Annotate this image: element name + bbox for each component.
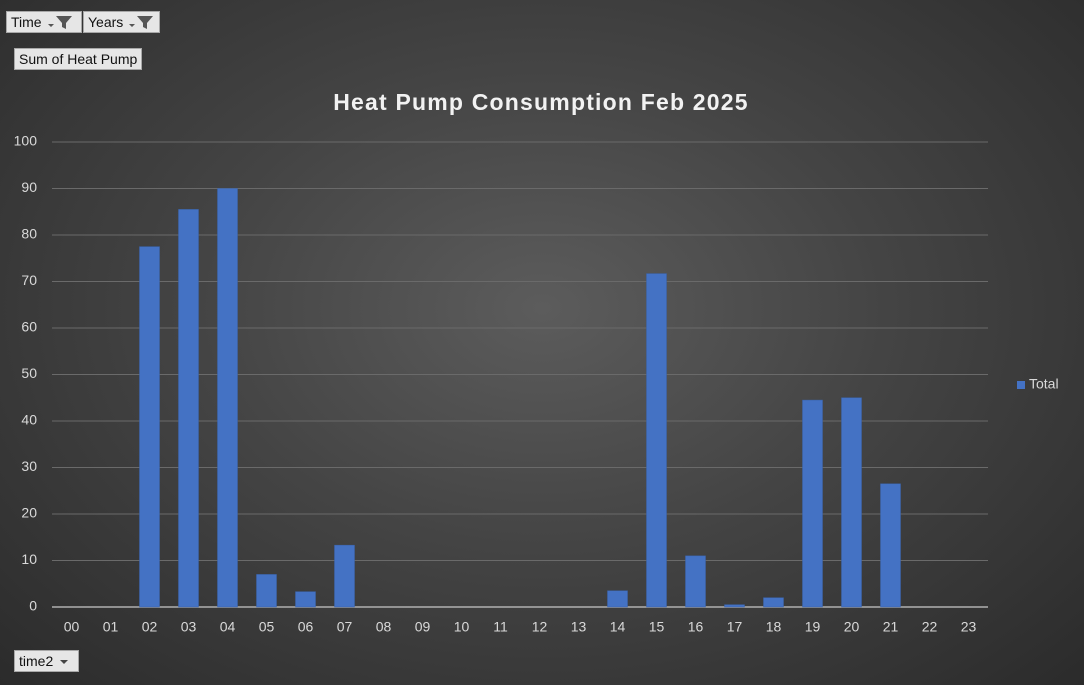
axis-field-button[interactable]: time2 <box>14 650 79 672</box>
y-tick-label: 10 <box>21 551 37 567</box>
value-field-button[interactable]: Sum of Heat Pump <box>14 48 143 70</box>
y-tick-label: 20 <box>21 505 37 521</box>
button-label: Years <box>88 14 124 30</box>
x-tick-label: 18 <box>766 619 782 635</box>
x-tick-label: 08 <box>376 619 392 635</box>
x-tick-label: 20 <box>844 619 860 635</box>
y-tick-label: 0 <box>29 598 37 614</box>
x-tick-label: 13 <box>571 619 587 635</box>
x-tick-label: 14 <box>610 619 626 635</box>
bar <box>607 590 628 608</box>
legend-label: Total <box>1029 376 1059 392</box>
y-tick-label: 50 <box>21 365 37 381</box>
filter-button[interactable]: Years <box>83 11 160 33</box>
x-tick-label: 09 <box>415 619 431 635</box>
filter-icon <box>129 16 154 29</box>
bar <box>217 188 238 608</box>
filter-button[interactable]: Time <box>6 11 82 33</box>
y-tick-label: 90 <box>21 179 37 195</box>
legend-swatch <box>1017 381 1025 389</box>
x-tick-label: 22 <box>922 619 938 635</box>
bar <box>841 397 862 608</box>
bar <box>880 483 901 608</box>
bar <box>724 604 745 608</box>
x-tick-label: 11 <box>493 619 508 635</box>
y-tick-label: 70 <box>21 272 37 288</box>
x-tick-label: 12 <box>532 619 548 635</box>
button-label: Sum of Heat Pump <box>19 51 138 67</box>
button-label: Time <box>11 14 42 30</box>
bar <box>295 591 316 608</box>
bar <box>802 399 823 608</box>
x-tick-label: 01 <box>103 619 119 635</box>
bar <box>685 555 706 608</box>
bar <box>334 544 355 608</box>
x-tick-label: 00 <box>64 619 80 635</box>
y-tick-label: 80 <box>21 226 37 242</box>
y-tick-label: 40 <box>21 412 37 428</box>
chart-title: Heat Pump Consumption Feb 2025 <box>333 89 749 115</box>
button-label: time2 <box>19 653 54 669</box>
x-tick-label: 06 <box>298 619 314 635</box>
x-tick-label: 04 <box>220 619 236 635</box>
x-tick-label: 16 <box>688 619 704 635</box>
x-tick-label: 03 <box>181 619 197 635</box>
bar <box>646 273 667 608</box>
y-tick-label: 60 <box>21 319 37 335</box>
x-tick-label: 05 <box>259 619 275 635</box>
y-tick-label: 100 <box>14 133 38 149</box>
dropdown-icon <box>60 660 69 664</box>
bar <box>178 209 199 608</box>
x-tick-label: 17 <box>727 619 743 635</box>
x-tick-label: 23 <box>961 619 977 635</box>
x-tick-label: 07 <box>337 619 353 635</box>
bar <box>139 246 160 608</box>
x-tick-label: 19 <box>805 619 821 635</box>
x-tick-label: 10 <box>454 619 470 635</box>
bar <box>256 574 277 608</box>
x-tick-label: 15 <box>649 619 665 635</box>
x-tick-label: 02 <box>142 619 158 635</box>
filter-icon <box>47 16 72 29</box>
x-tick-label: 21 <box>883 619 899 635</box>
bar <box>763 597 784 608</box>
y-tick-label: 30 <box>21 458 37 474</box>
